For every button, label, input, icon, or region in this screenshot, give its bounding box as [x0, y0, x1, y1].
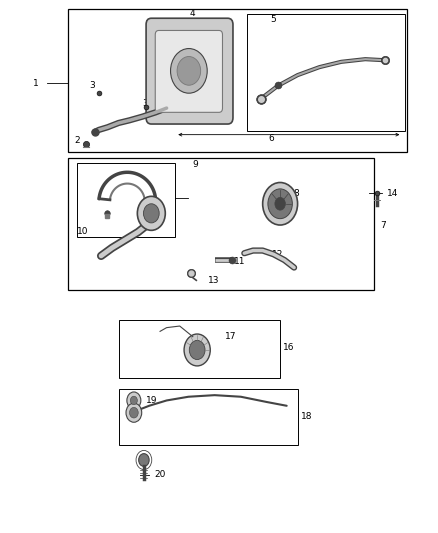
- Text: 3: 3: [89, 81, 95, 90]
- Text: 11: 11: [234, 257, 246, 265]
- Circle shape: [170, 49, 207, 93]
- Text: 3: 3: [142, 99, 148, 108]
- Text: 18: 18: [300, 412, 312, 421]
- Circle shape: [138, 196, 165, 230]
- Text: 4: 4: [190, 10, 196, 19]
- Text: 7: 7: [380, 221, 385, 230]
- Circle shape: [144, 204, 159, 223]
- Text: 13: 13: [208, 276, 219, 285]
- Text: 20: 20: [154, 471, 166, 479]
- Circle shape: [263, 182, 297, 225]
- Text: 10: 10: [77, 228, 88, 237]
- Circle shape: [130, 407, 138, 418]
- Text: 19: 19: [145, 396, 157, 405]
- Circle shape: [131, 396, 138, 405]
- Bar: [77, 163, 175, 237]
- FancyBboxPatch shape: [155, 30, 223, 112]
- Bar: [68, 9, 407, 152]
- Circle shape: [268, 189, 292, 219]
- Circle shape: [275, 197, 286, 210]
- Text: 9: 9: [192, 160, 198, 169]
- Bar: [119, 320, 280, 378]
- Text: 6: 6: [268, 134, 274, 143]
- Circle shape: [126, 403, 142, 422]
- Circle shape: [189, 341, 205, 360]
- Circle shape: [184, 334, 210, 366]
- Circle shape: [177, 56, 201, 85]
- Text: 17: 17: [225, 332, 237, 341]
- Text: 16: 16: [283, 343, 295, 352]
- Bar: [247, 14, 405, 131]
- Text: 5: 5: [271, 15, 276, 24]
- Text: 1: 1: [33, 78, 39, 87]
- FancyBboxPatch shape: [146, 18, 233, 124]
- Text: 8: 8: [294, 189, 300, 198]
- Circle shape: [127, 392, 141, 409]
- Circle shape: [139, 454, 149, 466]
- Bar: [68, 158, 374, 290]
- Text: 12: 12: [272, 250, 284, 259]
- Bar: [119, 389, 297, 445]
- Text: 2: 2: [74, 136, 80, 145]
- Text: 14: 14: [387, 189, 399, 198]
